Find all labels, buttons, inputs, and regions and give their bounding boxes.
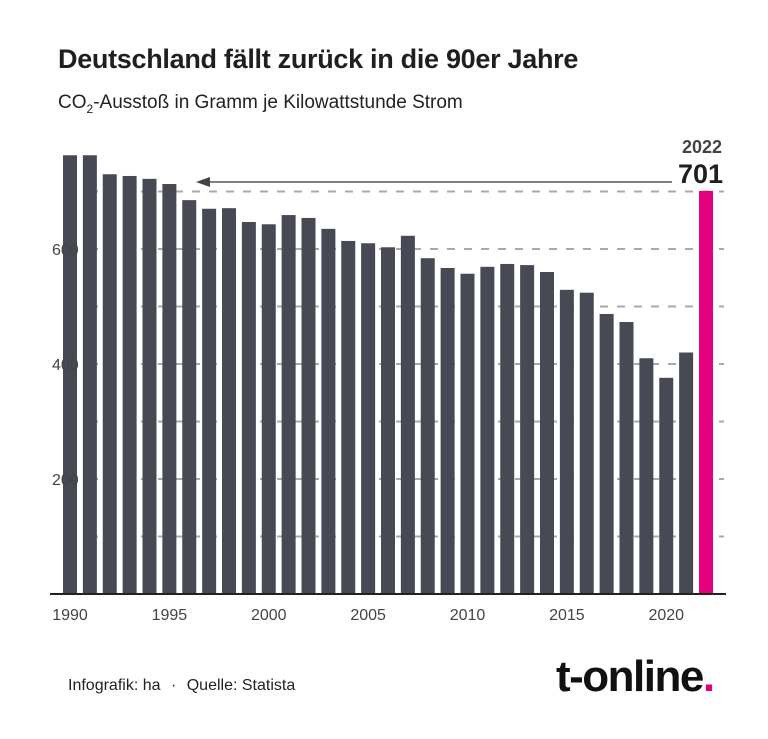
x-tick-label: 2020 — [648, 607, 684, 624]
bar-2018 — [619, 322, 634, 594]
bar-1990 — [63, 155, 77, 594]
bar-2007 — [400, 235, 415, 594]
bar-2000 — [261, 224, 276, 594]
bar-2011 — [480, 266, 495, 594]
bar-1995 — [162, 184, 177, 594]
x-tick-label: 2015 — [549, 607, 585, 624]
bar-1998 — [222, 208, 236, 595]
bar-2015 — [559, 289, 574, 594]
bar-2017 — [599, 313, 614, 594]
bar-1994 — [142, 178, 157, 594]
chart-title: Deutschland fällt zurück in die 90er Jah… — [58, 44, 579, 74]
bar-1997 — [202, 208, 217, 594]
bar-2003 — [321, 228, 336, 594]
source: Quelle: Statista — [186, 677, 296, 694]
bar-2004 — [341, 240, 356, 594]
footer: Infografik: ha · Quelle: Statista — [68, 677, 295, 695]
logo-dot: . — [702, 652, 715, 701]
y-tick-label: 200 — [52, 472, 79, 489]
bar-2014 — [540, 272, 554, 594]
y-tick-label: 400 — [52, 357, 79, 374]
bar-1991 — [82, 155, 97, 594]
t-online-logo: t-online. — [556, 652, 715, 702]
bar-2005 — [361, 243, 376, 594]
bar-2012 — [500, 263, 515, 594]
separator: · — [170, 677, 177, 694]
bar-2008 — [420, 258, 435, 594]
bar-2019 — [639, 358, 654, 594]
subtitle-subscript: 2 — [86, 101, 94, 116]
bar-1992 — [102, 174, 117, 594]
highlight-value-label: 701 — [678, 159, 723, 189]
highlight-year-label: 2022 — [682, 137, 722, 157]
chart-subtitle: CO2-Ausstoß in Gramm je Kilowattstunde S… — [58, 92, 463, 116]
bar-2021 — [679, 352, 694, 594]
subtitle-text: CO — [58, 92, 87, 113]
credit: Infografik: ha — [68, 677, 161, 694]
bar-2002 — [301, 217, 316, 594]
bar-1996 — [182, 200, 197, 594]
arrow-annotation — [196, 177, 672, 187]
x-tick-label: 1995 — [152, 607, 188, 624]
logo-text: t-online — [556, 652, 704, 701]
bar-2006 — [381, 247, 395, 594]
bar-2010 — [460, 273, 475, 594]
x-tick-label: 2005 — [350, 607, 386, 624]
bar-2016 — [579, 292, 594, 594]
x-tick-label: 2000 — [251, 607, 287, 624]
y-tick-label: 600 — [52, 242, 79, 259]
x-tick-label: 2010 — [450, 607, 486, 624]
x-tick-label: 1990 — [52, 607, 88, 624]
bar-2022 — [699, 190, 713, 595]
bar-2001 — [281, 215, 296, 594]
bar-2009 — [440, 267, 455, 594]
bar-2020 — [659, 377, 674, 594]
bar-2013 — [520, 265, 535, 594]
subtitle-text-rest: -Ausstoß in Gramm je Kilowattstunde Stro… — [93, 92, 463, 113]
bar-1993 — [122, 175, 137, 594]
bar-1999 — [241, 221, 256, 594]
arrow-head-icon — [196, 177, 210, 187]
